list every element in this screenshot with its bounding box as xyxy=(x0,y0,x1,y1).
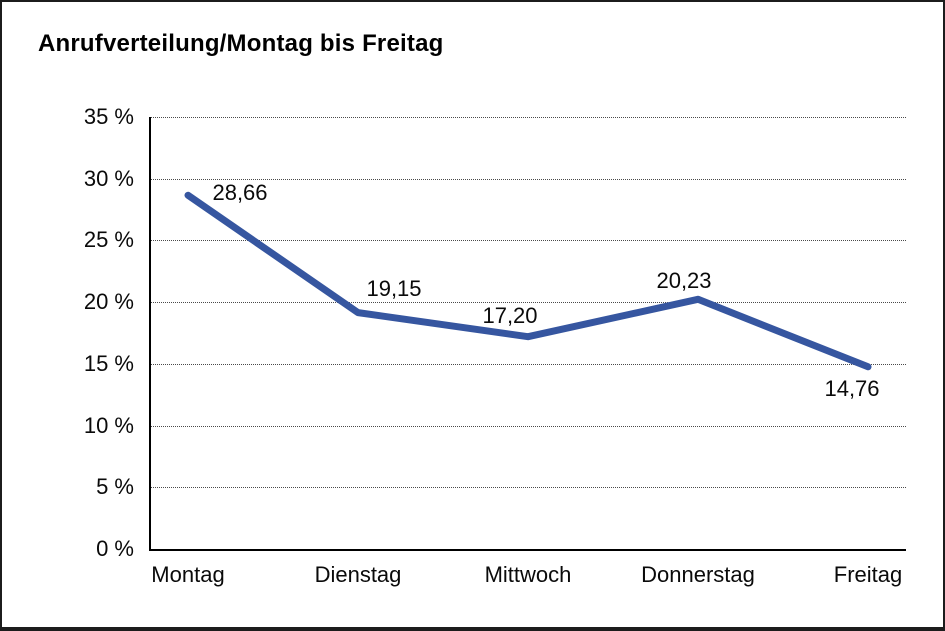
data-point-label: 14,76 xyxy=(824,376,880,401)
x-axis-category-label: Mittwoch xyxy=(484,562,572,587)
y-axis-tick-label: 15 % xyxy=(83,351,134,376)
data-point-label: 20,23 xyxy=(656,268,712,293)
y-axis-tick-label: 5 % xyxy=(96,474,134,499)
data-point-label: 19,15 xyxy=(366,276,422,301)
series-line xyxy=(184,191,872,371)
x-axis-category-label: Dienstag xyxy=(314,562,402,587)
data-point-label: 28,66 xyxy=(212,180,268,205)
gridline xyxy=(151,240,906,241)
gridline xyxy=(151,117,906,118)
x-axis-category-label: Donnerstag xyxy=(641,562,755,587)
data-point-label: 17,20 xyxy=(482,303,538,328)
y-axis-tick-label: 20 % xyxy=(83,289,134,314)
x-axis-line xyxy=(149,549,906,551)
y-axis-tick-label: 35 % xyxy=(83,104,134,129)
gridline xyxy=(151,426,906,427)
y-axis-tick-label: 30 % xyxy=(83,166,134,191)
y-axis-tick-label: 0 % xyxy=(96,536,134,561)
gridline xyxy=(151,487,906,488)
x-axis-category-label: Montag xyxy=(151,562,225,587)
y-axis-line xyxy=(149,117,151,551)
y-axis-tick-label: 10 % xyxy=(83,413,134,438)
x-axis-category-label: Freitag xyxy=(833,562,903,587)
y-axis-tick-label: 25 % xyxy=(83,227,134,252)
gridline xyxy=(151,179,906,180)
chart-title: Anrufverteilung/Montag bis Freitag xyxy=(38,30,444,57)
gridline xyxy=(151,364,906,365)
